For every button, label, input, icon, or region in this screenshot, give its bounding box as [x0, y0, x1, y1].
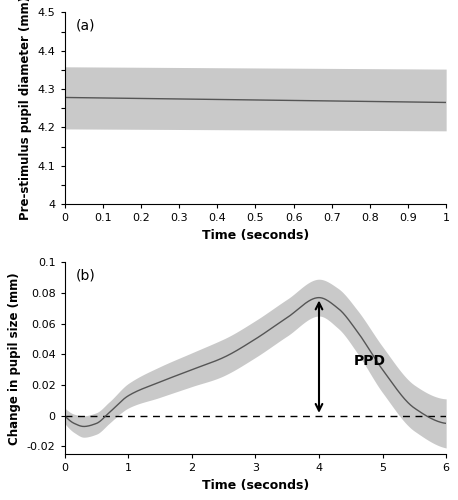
Text: (a): (a) [76, 18, 96, 32]
Y-axis label: Change in pupil size (mm): Change in pupil size (mm) [8, 272, 22, 444]
X-axis label: Time (seconds): Time (seconds) [202, 478, 309, 492]
Text: (b): (b) [76, 268, 96, 282]
X-axis label: Time (seconds): Time (seconds) [202, 228, 309, 241]
Text: PPD: PPD [354, 354, 386, 368]
Y-axis label: Pre-stimulus pupil diameter (mm): Pre-stimulus pupil diameter (mm) [19, 0, 32, 220]
